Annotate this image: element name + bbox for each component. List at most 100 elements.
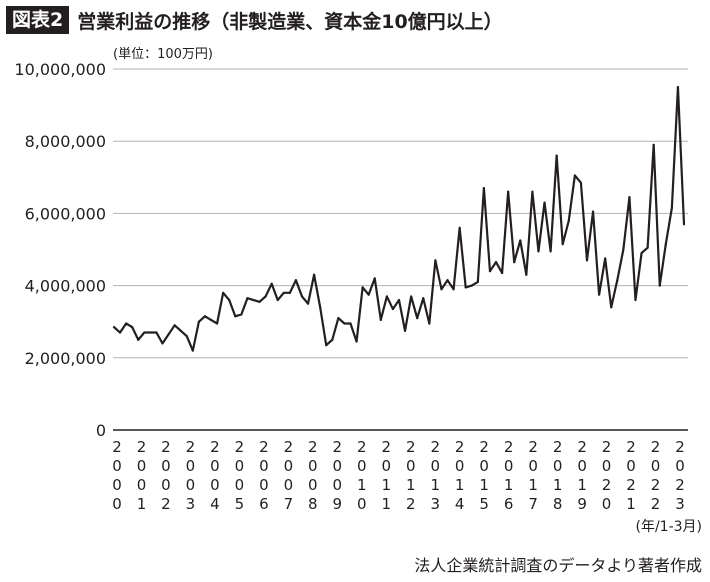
data-point xyxy=(682,223,686,226)
data-point xyxy=(179,329,182,332)
data-point xyxy=(270,282,273,285)
data-point xyxy=(543,201,546,204)
data-point xyxy=(385,295,388,298)
x-axis-ticks: 2 0 0 0 2 0 0 1 2 0 0 2 2 0 0 3 2 0 0 4 2 0 0 5 2 0 0 6 2 0 0 7 2 0 0 8 2 0 0 9… xyxy=(112,438,685,513)
x-axis-period-label: (年/1-3月) xyxy=(635,519,702,535)
data-point xyxy=(622,248,625,251)
data-point xyxy=(118,331,122,334)
y-tick-label: 6,000,000 xyxy=(25,204,106,223)
series-layer xyxy=(112,85,686,352)
data-point xyxy=(640,252,643,255)
data-point xyxy=(507,190,510,193)
data-point xyxy=(416,316,419,320)
data-point xyxy=(137,338,140,341)
data-point xyxy=(155,331,158,334)
data-point xyxy=(391,307,395,311)
data-point xyxy=(276,298,279,302)
chart-title: 営業利益の推移（非製造業、資本金10億円以上） xyxy=(77,10,503,33)
data-point xyxy=(234,315,237,318)
data-point xyxy=(646,246,649,249)
data-point xyxy=(652,143,655,146)
data-point xyxy=(573,174,576,177)
data-point xyxy=(306,302,310,305)
data-point xyxy=(519,239,522,242)
data-point xyxy=(628,196,631,199)
data-point xyxy=(500,271,504,275)
data-point xyxy=(598,293,601,296)
data-point xyxy=(397,298,401,302)
data-point xyxy=(282,291,285,294)
data-point xyxy=(634,298,637,302)
data-point xyxy=(579,181,583,184)
data-point xyxy=(361,286,364,289)
data-point xyxy=(215,322,219,325)
data-point xyxy=(591,210,595,213)
data-point xyxy=(319,306,322,309)
data-point xyxy=(379,318,382,321)
data-point xyxy=(470,284,473,287)
data-point xyxy=(288,291,291,294)
figure-badge: 図表2 xyxy=(6,6,70,34)
data-point xyxy=(482,187,485,190)
data-point xyxy=(610,306,613,309)
data-point xyxy=(264,295,267,298)
data-point xyxy=(567,219,570,222)
data-point xyxy=(403,329,407,332)
data-point xyxy=(112,326,116,329)
chart-header: 図表2 営業利益の推移（非製造業、資本金10億円以上） xyxy=(6,5,503,35)
source-note: 法人企業統計調査のデータより著者作成 xyxy=(414,556,702,575)
data-point xyxy=(664,242,667,246)
data-point xyxy=(676,85,680,89)
data-point xyxy=(422,297,425,300)
data-point xyxy=(373,277,376,280)
y-tick-label: 8,000,000 xyxy=(25,132,106,151)
data-point xyxy=(313,273,316,276)
data-point xyxy=(343,322,346,325)
y-tick-label: 2,000,000 xyxy=(25,349,106,368)
data-point xyxy=(549,250,552,253)
data-point xyxy=(555,154,558,157)
data-point xyxy=(440,288,443,291)
series-line xyxy=(113,85,686,352)
data-point xyxy=(537,250,540,253)
y-tick-label: 10,000,000 xyxy=(14,60,106,79)
data-point xyxy=(513,261,516,264)
data-point xyxy=(246,297,249,300)
data-point xyxy=(143,331,146,334)
data-point xyxy=(488,270,492,273)
y-tick-label: 4,000,000 xyxy=(25,277,106,296)
data-point xyxy=(428,322,431,325)
data-point xyxy=(434,259,437,262)
data-point xyxy=(131,326,134,329)
y-axis-ticks: 0 2,000,000 4,000,000 6,000,000 8,000,000 10,… xyxy=(14,60,106,440)
data-point xyxy=(452,288,455,291)
data-point xyxy=(209,318,213,321)
data-point xyxy=(458,226,461,229)
data-point xyxy=(494,261,498,264)
data-point xyxy=(337,316,340,320)
data-point xyxy=(658,284,661,287)
data-point xyxy=(161,342,164,345)
data-point xyxy=(604,257,607,260)
